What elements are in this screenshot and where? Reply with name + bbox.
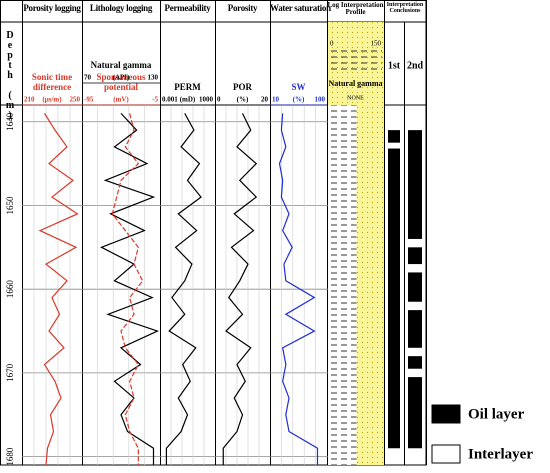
conclusions-title: Interpretation Conclusions [386, 2, 424, 15]
track-title: Lithology logging [89, 3, 153, 13]
oil-layer [408, 356, 422, 369]
profile-title: Log Interpretation Profile [327, 1, 384, 17]
log-curve [222, 113, 258, 465]
scale-unit: (%) [237, 96, 249, 104]
depth-tick-label: 1670 [5, 363, 15, 382]
scale-max: 1000 [199, 96, 214, 104]
profile-curve-name: Natural gamma [329, 79, 383, 88]
log-curve [278, 113, 319, 465]
depth-tick-label: 1650 [5, 196, 15, 215]
legend-swatch [431, 404, 461, 424]
scale-max: 100 [315, 96, 326, 104]
profile-shale-hatch [328, 105, 357, 465]
oil-layer [388, 130, 400, 143]
log-curve [100, 112, 160, 465]
scale-unit: (μs/m) [42, 96, 62, 104]
curve-name: POR [233, 81, 252, 92]
oil-layer [388, 148, 400, 449]
track-title: Porosity [227, 3, 258, 13]
profile-scale-max: 150 [371, 40, 382, 48]
scale-unit: (API) [113, 74, 130, 82]
conclusion-column-name: 1st [388, 60, 401, 71]
scale-max: 130 [148, 74, 159, 82]
scale-min: 10 [272, 96, 280, 104]
oil-layer [408, 130, 422, 239]
log-curve [38, 113, 79, 466]
profile-lithology: NONE [347, 95, 364, 101]
scale-max: -5 [152, 96, 158, 104]
track-title: Water saturation [270, 3, 331, 13]
scale-max: 20 [261, 96, 269, 104]
profile-header-hatch [329, 48, 382, 70]
scale-unit: (mD) [180, 96, 196, 104]
scale-min: 210 [24, 96, 35, 104]
depth-tick-label: 1660 [5, 280, 15, 299]
oil-layer [408, 247, 422, 265]
scale-unit: (mV) [113, 96, 129, 104]
curve-name: Natural gamma [90, 59, 152, 70]
oil-layer [408, 377, 422, 449]
scale-max: 250 [70, 96, 81, 104]
scale-min: -95 [84, 96, 94, 104]
depth-tick-label: 1640 [5, 112, 15, 131]
log-curve [165, 113, 202, 465]
oil-layer [408, 310, 422, 348]
curve-name: SW [291, 81, 306, 92]
profile-scale-min: 0 [330, 40, 334, 48]
scale-unit: (%) [293, 96, 305, 104]
legend-swatch [431, 444, 461, 464]
oil-layer [408, 272, 422, 302]
log-curve [111, 113, 144, 465]
legend-label: Oil layer [468, 406, 525, 422]
curve-name: Spontaneous potential [96, 72, 146, 92]
scale-min: 0.001 [162, 96, 178, 104]
track-title: Permeability [164, 3, 211, 13]
legend-label: Interlayer [468, 446, 533, 462]
track-title: Porosity logging [23, 3, 81, 13]
depth-label: Depth (m) [4, 30, 16, 120]
depth-tick-label: 1680 [5, 447, 15, 466]
curve-name: PERM [174, 81, 201, 92]
conclusion-column-name: 2nd [407, 60, 424, 71]
curve-name: Sonic time difference [31, 72, 73, 92]
scale-min: 0 [217, 96, 221, 104]
scale-min: 70 [84, 74, 92, 82]
